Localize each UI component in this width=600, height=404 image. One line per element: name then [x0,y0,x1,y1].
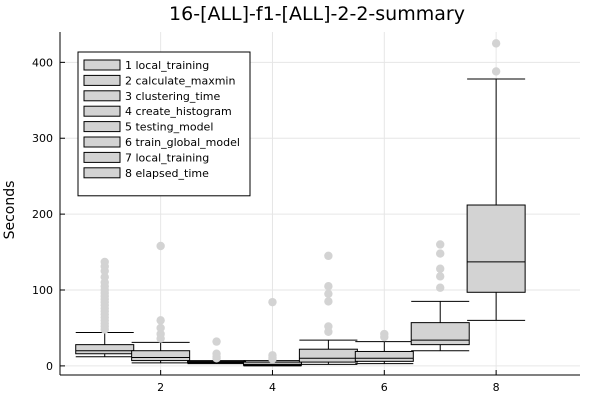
outlier-point [324,251,333,261]
legend-label: 2 calculate_maxmin [125,74,235,87]
legend-label: 8 elapsed_time [125,167,209,180]
legend-label: 4 create_histogram [125,105,232,118]
legend-swatch [83,136,121,148]
outlier-point [324,282,333,291]
legend-swatch [83,151,121,163]
y-axis-label: Seconds [2,181,18,240]
box-series [75,257,135,358]
box-series [466,39,526,321]
box-series [354,329,414,365]
legend-label: 6 train_global_model [125,136,240,149]
outlier-point [100,257,109,267]
outlier-point [491,67,501,76]
legend-label: 7 local_training [125,151,209,164]
y-tick-label: 200 [32,208,53,221]
box-series [131,241,191,364]
y-tick-label: 400 [32,56,53,69]
legend-swatch [83,59,121,71]
box [131,350,191,362]
box-series [187,337,247,365]
legend-label: 1 local_training [125,59,209,72]
legend-swatch [83,90,121,102]
outlier-point [156,323,165,333]
box-series [242,297,302,367]
outlier-point [212,337,221,346]
box [354,350,414,362]
legend-swatch [83,105,121,117]
legend-swatch [83,74,121,86]
outlier-point [436,264,445,273]
outlier-point [100,272,109,282]
outlier-point [156,241,165,251]
legend: 1 local_training 2 calculate_maxmin 3 clus… [77,51,251,197]
outlier-point [436,240,445,249]
box [298,348,358,363]
boxes [75,39,526,367]
outlier-point [324,322,333,331]
legend-swatch [83,121,121,133]
box-series [298,251,358,365]
y-tick-label: 300 [32,132,53,145]
outlier-point [436,249,445,258]
box [75,344,135,355]
outlier-point [156,316,165,325]
box-series [410,240,470,352]
outlier-point [324,289,333,299]
legend-label: 5 testing_model [125,121,213,134]
x-tick-label: 8 [493,381,500,394]
x-tick-label: 4 [269,381,276,394]
outlier-point [436,272,445,281]
outlier-point [268,297,277,307]
outlier-point [268,351,277,360]
outlier-point [436,283,445,292]
chart-title: 16-[ALL]-f1-[ALL]-2-2-summary [169,3,465,25]
y-tick-label: 100 [32,284,53,297]
axes: 0 100 200 300 400 2 4 6 8 [32,32,580,394]
x-tick-label: 2 [157,381,164,394]
outlier-point [156,329,165,339]
box [410,322,470,346]
outlier-point [324,297,333,306]
x-tick-label: 6 [381,381,388,394]
legend-swatch [83,167,121,179]
outlier-point [380,329,389,339]
outlier-point [212,349,221,358]
outlier-point [491,39,501,48]
legend-label: 3 clustering_time [125,90,220,103]
box [466,204,526,293]
y-tick-label: 0 [46,360,53,373]
